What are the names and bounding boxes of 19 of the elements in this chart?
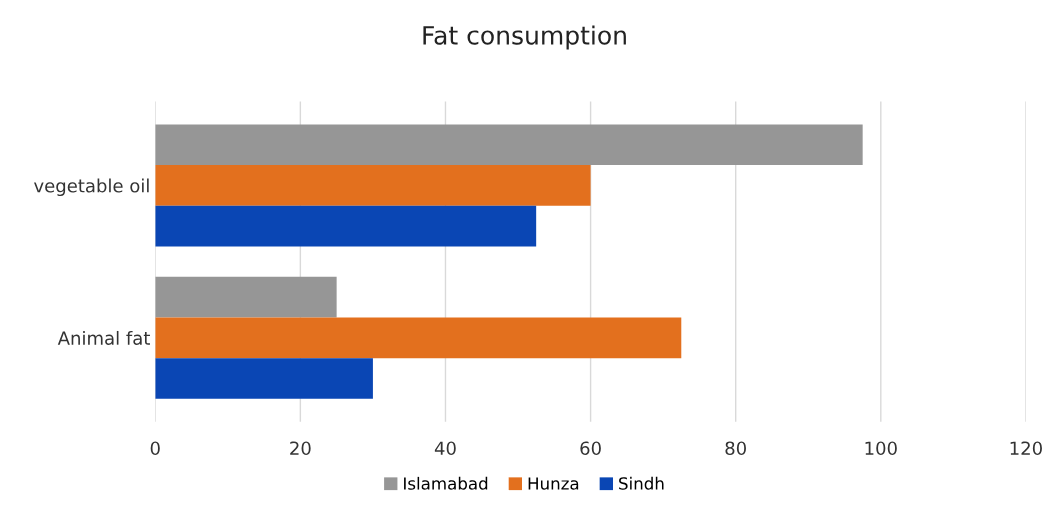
x-tick-label: 60 <box>580 441 601 456</box>
bar <box>155 317 682 359</box>
bar <box>155 205 537 247</box>
legend-label: Islamabad <box>404 476 488 490</box>
bar <box>155 165 591 206</box>
y-tick-label: vegetable oil <box>34 178 149 197</box>
x-tick-label: 20 <box>290 441 311 456</box>
bar <box>155 276 337 318</box>
x-tick-label: 80 <box>725 441 746 456</box>
legend-label: Hunza <box>528 477 579 490</box>
x-tick-label: 100 <box>865 441 897 456</box>
bar <box>155 358 373 399</box>
bar <box>155 124 863 166</box>
y-tick-label: Animal fat <box>57 330 150 345</box>
x-tick-label: 0 <box>150 441 160 456</box>
x-tick-label: 40 <box>434 441 456 456</box>
legend-label: Sindh <box>619 476 664 490</box>
x-tick-label: 120 <box>1010 441 1042 456</box>
chart-title: Fat consumption <box>423 25 626 50</box>
